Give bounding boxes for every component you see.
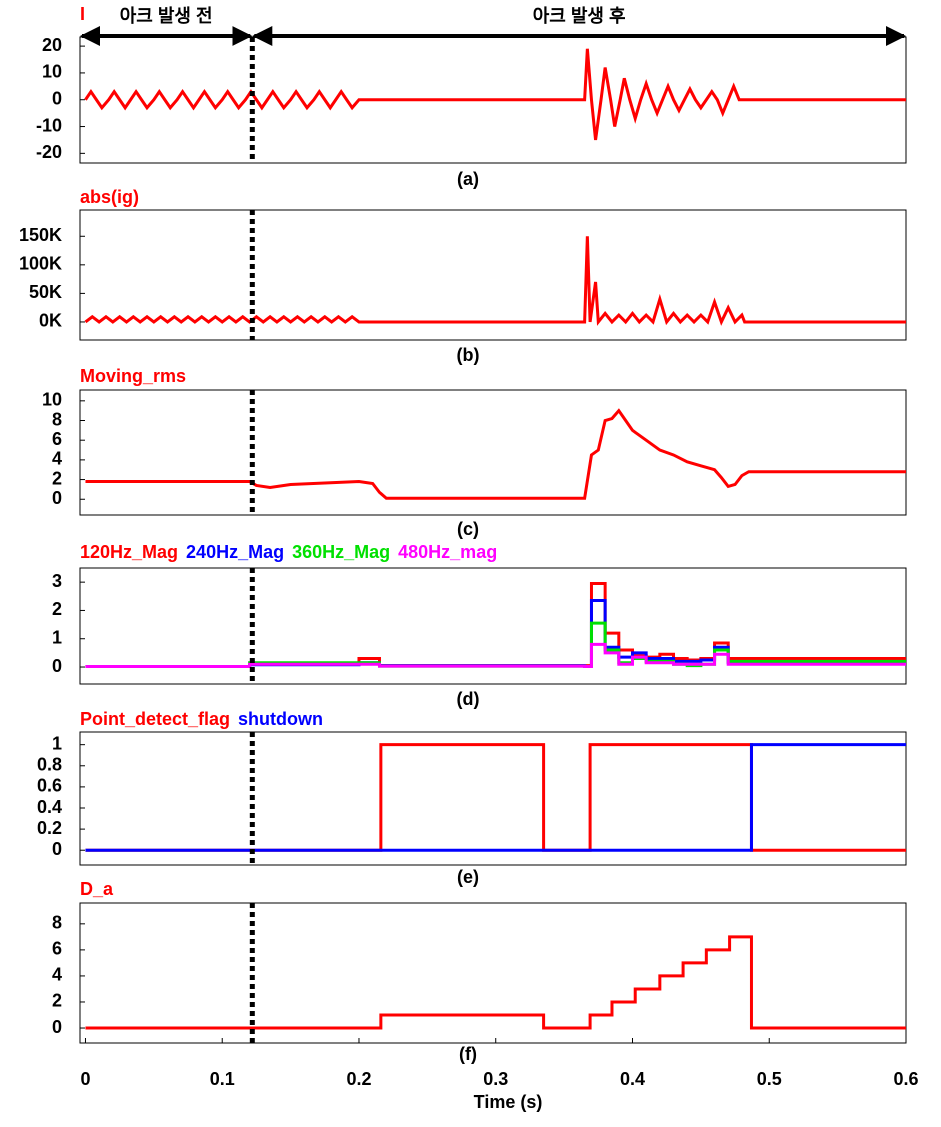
y-tick-label: 0.6 xyxy=(37,776,62,796)
y-tick-label: 150K xyxy=(19,225,62,245)
plot-frame xyxy=(79,209,907,341)
y-tick-label: 4 xyxy=(52,965,62,985)
y-tick-label: 1 xyxy=(52,627,62,647)
x-tick-label: 0.6 xyxy=(893,1069,918,1089)
y-tick-label: -20 xyxy=(36,142,62,162)
series-line xyxy=(85,642,906,668)
legend-label: shutdown xyxy=(238,709,323,729)
series-line xyxy=(85,621,906,668)
x-tick-label: 0.2 xyxy=(346,1069,371,1089)
panel-caption: (e) xyxy=(457,867,479,887)
x-tick-label: 0.4 xyxy=(620,1069,645,1089)
plot-frame xyxy=(79,902,907,1044)
y-tick-label: 10 xyxy=(42,390,62,410)
legend-label: 120Hz_Mag xyxy=(80,542,178,562)
panel-caption: (a) xyxy=(457,169,479,189)
series-line xyxy=(85,743,906,852)
legend-label: 360Hz_Mag xyxy=(292,542,390,562)
x-tick-label: 0.3 xyxy=(483,1069,508,1089)
y-tick-label: 6 xyxy=(52,429,62,449)
y-tick-label: 2 xyxy=(52,991,62,1011)
y-tick-label: 3 xyxy=(52,571,62,591)
y-tick-label: 2 xyxy=(52,599,62,619)
legend-label: D_a xyxy=(80,879,114,899)
y-tick-label: 20 xyxy=(42,35,62,55)
y-tick-label: 1 xyxy=(52,733,62,753)
plot-frame xyxy=(79,567,907,685)
y-tick-label: 100K xyxy=(19,254,62,274)
series-line xyxy=(85,935,906,1030)
legend-label: Point_detect_flag xyxy=(80,709,230,729)
legend-label: I xyxy=(80,4,85,24)
y-tick-label: 6 xyxy=(52,939,62,959)
series-line xyxy=(84,236,906,326)
y-tick-label: 8 xyxy=(52,913,62,933)
annotation-label: 아크 발생 전 xyxy=(120,6,213,26)
legend-label: abs(ig) xyxy=(80,187,139,207)
panel-caption: (d) xyxy=(457,689,480,709)
plot-frame xyxy=(79,389,907,516)
y-tick-label: 0.8 xyxy=(37,755,62,775)
series-line xyxy=(84,48,906,141)
series-line xyxy=(85,599,906,668)
plot-frame xyxy=(79,731,907,866)
series-line xyxy=(85,743,906,852)
panel-caption: (c) xyxy=(457,519,479,539)
y-tick-label: 0.4 xyxy=(37,797,62,817)
legend-label: Moving_rms xyxy=(80,366,186,386)
legend-label: 240Hz_Mag xyxy=(186,542,284,562)
y-tick-label: 2 xyxy=(52,468,62,488)
y-tick-label: 8 xyxy=(52,409,62,429)
series-line xyxy=(85,408,906,500)
series-line xyxy=(85,582,906,668)
x-tick-label: 0.5 xyxy=(757,1069,782,1089)
y-tick-label: 10 xyxy=(42,62,62,82)
y-tick-label: 0.2 xyxy=(37,818,62,838)
x-tick-label: 0 xyxy=(80,1069,90,1089)
panel-caption: (f) xyxy=(459,1044,477,1064)
y-tick-label: 0K xyxy=(39,311,62,331)
x-tick-label: 0.1 xyxy=(210,1069,235,1089)
panel-caption: (b) xyxy=(457,345,480,365)
x-axis-label: Time (s) xyxy=(474,1092,543,1112)
legend-label: 480Hz_mag xyxy=(398,542,497,562)
y-tick-label: 0 xyxy=(52,839,62,859)
y-tick-label: 50K xyxy=(29,282,62,302)
y-tick-label: 0 xyxy=(52,488,62,508)
y-tick-label: 4 xyxy=(52,449,62,469)
y-tick-label: 0 xyxy=(52,1017,62,1037)
y-tick-label: 0 xyxy=(52,656,62,676)
y-tick-label: -10 xyxy=(36,115,62,135)
y-tick-label: 0 xyxy=(52,88,62,108)
annotation-label: 아크 발생 후 xyxy=(533,6,626,26)
